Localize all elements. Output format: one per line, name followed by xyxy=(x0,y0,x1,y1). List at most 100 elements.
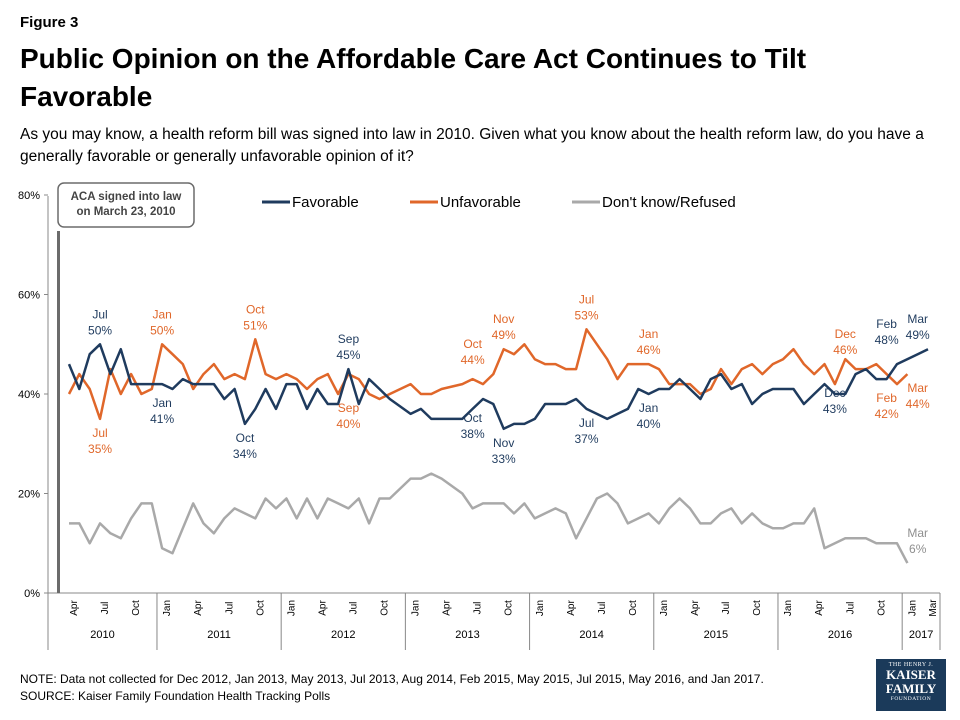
logo-line-3: FAMILY xyxy=(885,681,937,696)
data-label-month: Nov xyxy=(493,312,514,326)
kff-logo: THE HENRY J. KAISER FAMILY FOUNDATION xyxy=(876,659,946,711)
month-tick-label: Apr xyxy=(442,600,453,616)
month-tick-label: Apr xyxy=(690,600,701,616)
data-label-month: Jan xyxy=(152,307,171,321)
month-tick-label: Oct xyxy=(876,600,887,616)
data-label-month: Sep xyxy=(338,332,360,346)
chart-note: NOTE: Data not collected for Dec 2012, J… xyxy=(20,672,764,686)
legend-label: Favorable xyxy=(292,194,359,211)
line-chart: 0% 20% 40% 60% 80% 2010 2011 2012 2013 2014 2015 20… xyxy=(18,182,941,650)
chart-source: SOURCE: Kaiser Family Foundation Health … xyxy=(20,689,331,703)
month-tick-label: Mar xyxy=(928,599,939,617)
data-label-value: 33% xyxy=(492,452,516,466)
data-label-value: 44% xyxy=(906,397,930,411)
month-tick-label: Jul xyxy=(597,602,608,615)
year-label: 2013 xyxy=(455,629,479,641)
y-tick-label: 0% xyxy=(24,588,40,600)
y-tick-label: 20% xyxy=(18,489,40,501)
data-label-month: Oct xyxy=(463,411,482,425)
data-label-month: Jul xyxy=(579,416,594,430)
month-tick-label: Oct xyxy=(131,600,142,616)
data-label-month: Jul xyxy=(92,426,107,440)
data-label-month: Feb xyxy=(876,391,897,405)
month-tick-label: Oct xyxy=(255,600,266,616)
data-label-value: 49% xyxy=(906,328,930,342)
data-label-month: Mar xyxy=(907,312,928,326)
data-label-value: 40% xyxy=(336,417,360,431)
aca-marker xyxy=(57,231,60,593)
data-label-month: Jul xyxy=(92,307,107,321)
legend-label: Unfavorable xyxy=(440,194,521,211)
year-label: 2011 xyxy=(207,629,231,641)
logo-line-1: THE HENRY J. xyxy=(888,662,934,668)
month-tick-label: Oct xyxy=(628,600,639,616)
data-label-month: Jan xyxy=(639,401,658,415)
month-tick-label: Jan xyxy=(286,600,297,616)
month-tick-label: Jul xyxy=(348,602,359,615)
figure-label: Figure 3 xyxy=(20,14,79,31)
data-label-value: 45% xyxy=(336,348,360,362)
data-label-month: Jul xyxy=(579,292,594,306)
data-label-value: 46% xyxy=(833,343,857,357)
data-label-month: Feb xyxy=(876,317,897,331)
month-tick-label: Jul xyxy=(473,602,484,615)
month-tick-label: Jan xyxy=(162,600,173,616)
data-label-value: 53% xyxy=(574,308,598,322)
data-label-month: Oct xyxy=(246,302,265,316)
data-label-value: 44% xyxy=(461,353,485,367)
data-label-month: Oct xyxy=(236,431,255,445)
year-label: 2014 xyxy=(579,629,603,641)
data-label-month: Mar xyxy=(907,526,928,540)
year-label: 2010 xyxy=(90,629,114,641)
y-tick-label: 60% xyxy=(18,290,40,302)
month-tick-label: Jul xyxy=(100,602,111,615)
data-label-value: 48% xyxy=(875,333,899,347)
data-label-value: 49% xyxy=(492,328,516,342)
data-label-month: Sep xyxy=(338,401,360,415)
data-label-value: 34% xyxy=(233,447,257,461)
data-label-value: 40% xyxy=(637,417,661,431)
month-tick-label: Apr xyxy=(193,600,204,616)
data-label-month: Dec xyxy=(824,386,845,400)
month-tick-label: Jan xyxy=(411,600,422,616)
month-tick-label: Jan xyxy=(907,600,918,616)
data-label-value: 35% xyxy=(88,442,112,456)
series-line xyxy=(67,328,909,421)
y-tick-label: 80% xyxy=(18,190,40,202)
data-label-value: 46% xyxy=(637,343,661,357)
data-label-value: 38% xyxy=(461,427,485,441)
month-tick-label: Jul xyxy=(721,602,732,615)
month-tick-label: Apr xyxy=(317,600,328,616)
series-line xyxy=(69,472,909,564)
data-label-value: 51% xyxy=(243,318,267,332)
data-label-value: 43% xyxy=(823,402,847,416)
data-label-value: 41% xyxy=(150,412,174,426)
aca-callout-box xyxy=(57,182,195,228)
data-label-month: Jan xyxy=(639,327,658,341)
month-tick-label: Apr xyxy=(566,600,577,616)
legend-label: Don't know/Refused xyxy=(602,194,736,211)
year-label: 2017 xyxy=(909,629,933,641)
month-tick-label: Apr xyxy=(814,600,825,616)
year-label: 2012 xyxy=(331,629,355,641)
data-label-value: 6% xyxy=(909,542,927,556)
month-tick-label: Jul xyxy=(224,602,235,615)
data-label-value: 37% xyxy=(574,432,598,446)
y-tick-label: 40% xyxy=(18,389,40,401)
month-tick-label: Apr xyxy=(69,600,80,616)
month-tick-label: Oct xyxy=(504,600,515,616)
data-label-month: Mar xyxy=(907,381,928,395)
data-label-value: 42% xyxy=(875,407,899,421)
month-tick-label: Oct xyxy=(380,600,391,616)
data-label-month: Jan xyxy=(152,396,171,410)
logo-line-2: KAISER xyxy=(886,667,936,682)
chart-title: Public Opinion on the Affordable Care Ac… xyxy=(20,43,807,112)
month-tick-label: Jan xyxy=(783,600,794,616)
data-label-month: Dec xyxy=(835,327,856,341)
data-label-month: Oct xyxy=(463,337,482,351)
series-line xyxy=(67,343,929,431)
year-label: 2015 xyxy=(704,629,728,641)
data-label-value: 50% xyxy=(88,323,112,337)
aca-callout-text: on March 23, 2010 xyxy=(76,206,175,218)
data-label-month: Nov xyxy=(493,436,514,450)
